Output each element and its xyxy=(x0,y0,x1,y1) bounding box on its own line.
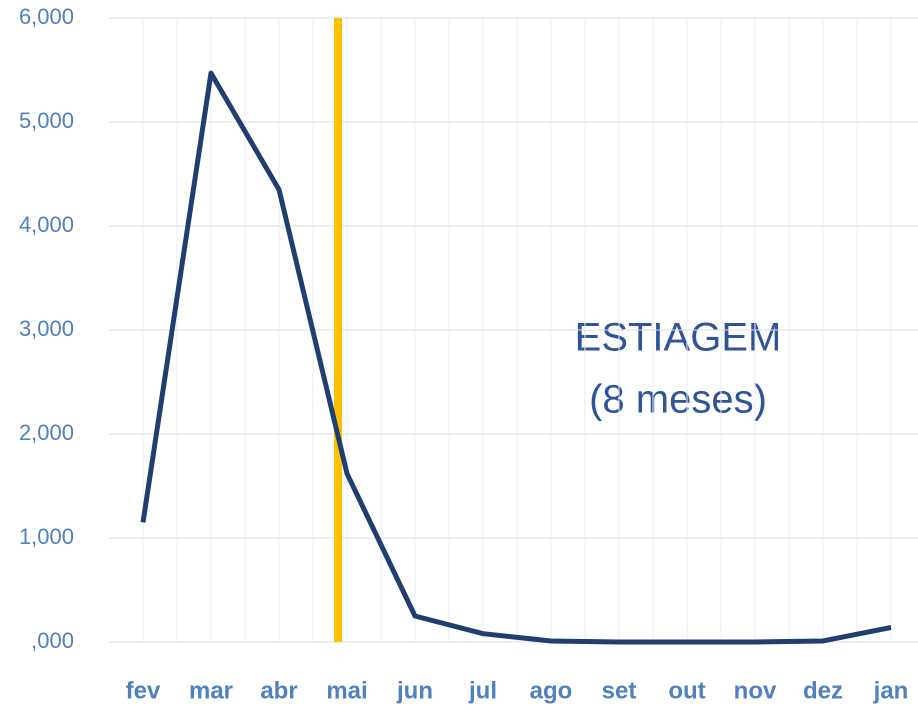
y-tick-label: 3,000 xyxy=(19,316,74,341)
annotation: (8 meses) xyxy=(589,378,767,422)
y-tick-label: 6,000 xyxy=(19,4,74,29)
y-tick-label: ,000 xyxy=(31,628,74,653)
x-tick-label: dez xyxy=(803,677,843,704)
x-tick-label: mai xyxy=(326,677,367,704)
x-tick-label: jun xyxy=(396,677,433,704)
x-tick-label: ago xyxy=(530,677,573,704)
y-tick-label: 4,000 xyxy=(19,212,74,237)
y-tick-label: 5,000 xyxy=(19,108,74,133)
x-tick-label: abr xyxy=(260,677,297,704)
x-tick-label: mar xyxy=(189,677,233,704)
x-tick-label: set xyxy=(602,677,637,704)
line-series xyxy=(140,70,892,645)
x-tick-label: nov xyxy=(734,677,777,704)
y-tick-label: 1,000 xyxy=(19,524,74,549)
annotation: ESTIAGEM xyxy=(575,316,782,360)
x-tick-label: out xyxy=(668,677,705,704)
y-tick-label: 2,000 xyxy=(19,420,74,445)
x-tick-label: fev xyxy=(126,677,161,704)
x-tick-label: jul xyxy=(468,677,497,704)
x-tick-label: jan xyxy=(873,677,909,704)
